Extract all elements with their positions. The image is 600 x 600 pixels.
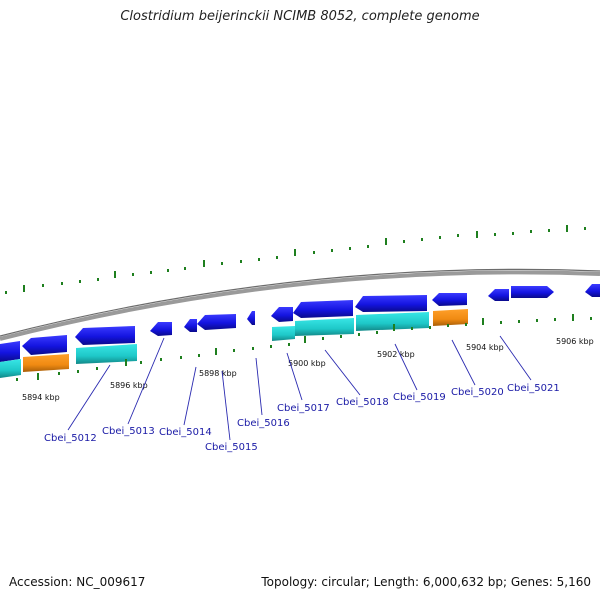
- leader-line: [286, 352, 303, 401]
- gene-label-cbei-5012[interactable]: Cbei_5012: [44, 433, 97, 444]
- gene-bar[interactable]: [76, 344, 137, 364]
- inner-tick-ring: [16, 314, 592, 381]
- gene-label-cbei-5014[interactable]: Cbei_5014: [159, 427, 212, 438]
- kbp-label: 5904 kbp: [466, 343, 504, 352]
- leader-line: [221, 370, 231, 441]
- gene-label-cbei-5020[interactable]: Cbei_5020: [451, 387, 504, 398]
- map-title: Clostridium beijerinckii NCIMB 8052, com…: [120, 9, 480, 24]
- leader-line: [324, 349, 361, 396]
- kbp-label: 5894 kbp: [22, 393, 60, 402]
- leader-line: [499, 335, 532, 381]
- cds-arrow[interactable]: [585, 284, 600, 297]
- cds-arrow[interactable]: [0, 341, 20, 362]
- gene-label-cbei-5013[interactable]: Cbei_5013: [102, 426, 155, 437]
- gene-label-cbei-5018[interactable]: Cbei_5018: [336, 397, 389, 408]
- outer-tick-ring: [5, 225, 586, 294]
- cds-arrow[interactable]: [184, 319, 197, 332]
- kbp-label: 5896 kbp: [110, 381, 148, 390]
- cds-arrow[interactable]: [293, 300, 353, 318]
- gene-labels: Cbei_5012 Cbei_5013 Cbei_5014 Cbei_5015 …: [44, 383, 560, 453]
- kbp-labels: 5894 kbp 5896 kbp 5898 kbp 5900 kbp 5902…: [22, 337, 594, 402]
- kbp-label: 5902 kbp: [377, 350, 415, 359]
- rna-bar[interactable]: [433, 309, 468, 326]
- gene-bar[interactable]: [295, 318, 354, 336]
- gene-label-cbei-5016[interactable]: Cbei_5016: [237, 418, 290, 429]
- gene-bars: [0, 309, 468, 378]
- leader-line: [183, 366, 197, 426]
- gene-label-cbei-5015[interactable]: Cbei_5015: [205, 442, 258, 453]
- rna-bar[interactable]: [23, 354, 69, 372]
- kbp-label: 5898 kbp: [199, 369, 237, 378]
- genome-summary: Topology: circular; Length: 6,000,632 bp…: [261, 575, 591, 589]
- cds-arrow[interactable]: [150, 322, 172, 336]
- gene-bar[interactable]: [272, 326, 295, 341]
- leader-line: [67, 364, 111, 431]
- leader-line: [451, 339, 476, 386]
- leader-line: [255, 357, 263, 416]
- kbp-label: 5906 kbp: [556, 337, 594, 346]
- cds-arrow[interactable]: [432, 293, 467, 306]
- gene-bar[interactable]: [356, 312, 429, 331]
- leader-line: [394, 343, 418, 391]
- gene-bar[interactable]: [0, 359, 21, 378]
- gene-label-cbei-5017[interactable]: Cbei_5017: [277, 403, 330, 414]
- cds-arrow[interactable]: [247, 311, 255, 325]
- kbp-label: 5900 kbp: [288, 359, 326, 368]
- leader-lines: [67, 335, 532, 441]
- accession-text: Accession: NC_009617: [9, 575, 146, 589]
- cds-arrow[interactable]: [22, 335, 67, 355]
- cds-arrow[interactable]: [355, 295, 427, 312]
- cds-arrow[interactable]: [511, 286, 554, 298]
- cds-arrow[interactable]: [75, 326, 135, 345]
- cds-arrow[interactable]: [197, 314, 236, 330]
- gene-label-cbei-5021[interactable]: Cbei_5021: [507, 383, 560, 394]
- genome-backbone: [0, 270, 600, 341]
- cds-arrows: [0, 284, 600, 362]
- leader-line: [127, 337, 165, 425]
- gene-label-cbei-5019[interactable]: Cbei_5019: [393, 392, 446, 403]
- cds-arrow[interactable]: [271, 307, 293, 322]
- cds-arrow[interactable]: [488, 289, 509, 301]
